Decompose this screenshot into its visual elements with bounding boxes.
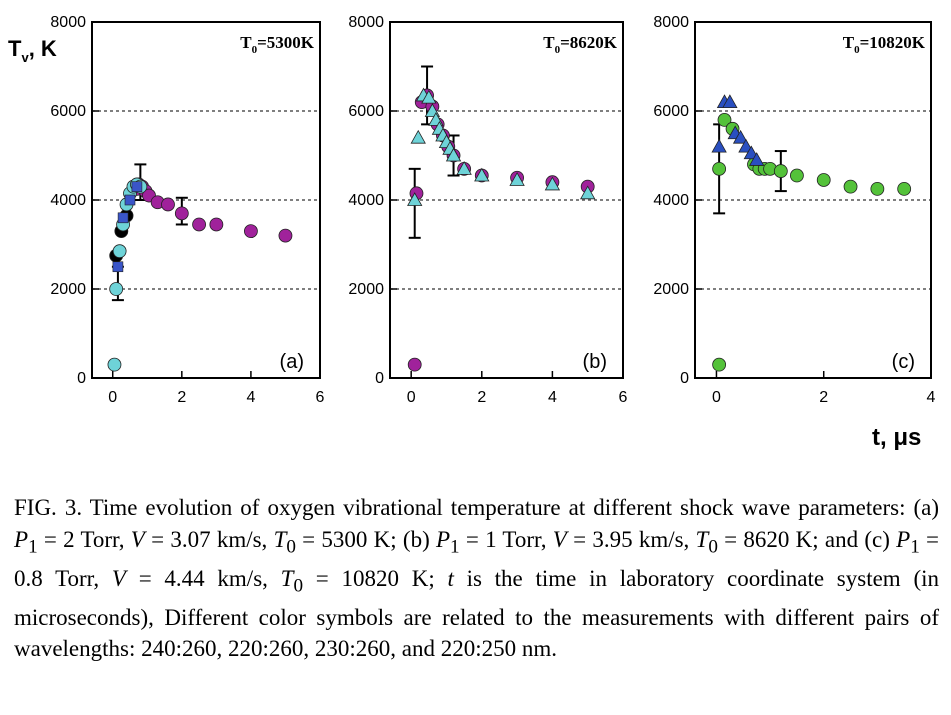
data-point — [474, 167, 490, 182]
figure: 0 2000 4000 6000 8000 0 2 4 6 T0=5300K (a) 0 2000 400… — [8, 14, 936, 451]
data-point — [209, 217, 224, 232]
data-point — [748, 152, 765, 166]
data-point — [407, 357, 422, 372]
data-point — [278, 228, 293, 243]
temperature-annotation: T0=8620K — [543, 33, 618, 56]
y-tick-label: 6000 — [50, 103, 86, 120]
data-point — [192, 217, 206, 232]
data-point — [244, 224, 258, 239]
x-tick-label: 2 — [477, 389, 486, 406]
data-point — [722, 94, 738, 108]
data-point — [161, 197, 175, 212]
x-tick-label: 2 — [177, 389, 186, 406]
x-tick-label: 4 — [246, 389, 255, 406]
y-tick-label: 2000 — [50, 281, 86, 298]
data-point — [712, 161, 727, 176]
x-tick-label: 6 — [316, 389, 325, 406]
data-point — [112, 261, 124, 273]
caption-fig-label: FIG. 3. — [14, 495, 83, 520]
panel-label: (c) — [892, 351, 915, 373]
y-tick-label: 8000 — [348, 14, 384, 31]
x-tick-label: 4 — [927, 389, 936, 406]
data-point — [843, 179, 858, 194]
data-point — [407, 192, 423, 206]
panel-1: 0 2000 4000 6000 8000 0 2 4 6 T0=5300K (a) — [50, 14, 324, 406]
data-point — [421, 89, 437, 104]
y-tick-label: 6000 — [653, 103, 689, 120]
y-tick-label: 6000 — [348, 103, 384, 120]
panel-label: (a) — [280, 351, 304, 373]
figure-caption: FIG. 3. Time evolution of oxygen vibrati… — [14, 495, 940, 662]
x-tick-label: 0 — [108, 389, 117, 406]
data-point — [456, 161, 472, 175]
data-point — [773, 164, 788, 178]
y-axis-label: Tv, K — [8, 36, 57, 65]
y-tick-label: 4000 — [348, 192, 384, 209]
temperature-annotation: T0=10820K — [843, 33, 926, 56]
data-point — [580, 185, 596, 200]
x-tick-label: 4 — [548, 389, 557, 406]
data-point — [109, 282, 124, 296]
data-point — [712, 357, 727, 372]
data-point — [131, 181, 143, 192]
y-tick-label: 0 — [77, 370, 86, 387]
data-point — [711, 138, 727, 153]
y-tick-label: 4000 — [653, 192, 689, 209]
x-tick-label: 0 — [407, 389, 416, 406]
x-tick-label: 0 — [712, 389, 721, 406]
data-point — [117, 212, 129, 224]
panel-2: 0 2000 4000 6000 8000 0 2 4 6 T0=8620K (b) — [348, 14, 627, 406]
y-tick-label: 8000 — [653, 14, 689, 31]
data-point — [816, 173, 831, 187]
data-point — [410, 129, 426, 144]
y-tick-label: 2000 — [653, 281, 689, 298]
temperature-annotation: T0=5300K — [240, 33, 315, 56]
data-point — [445, 147, 462, 162]
panel-3: 0 2000 4000 6000 8000 0 2 4 T0=10820K (c) — [653, 14, 935, 406]
x-axis-label: t, μs — [872, 424, 921, 451]
y-tick-label: 0 — [375, 370, 384, 387]
x-tick-label: 6 — [619, 389, 628, 406]
data-point — [897, 181, 912, 196]
data-point — [124, 194, 136, 206]
data-point — [732, 129, 749, 144]
panel-label: (b) — [583, 351, 607, 373]
data-point — [174, 206, 189, 221]
y-tick-label: 4000 — [50, 192, 86, 209]
data-point — [870, 181, 885, 196]
data-point — [790, 168, 804, 183]
data-point — [544, 176, 561, 191]
data-point — [509, 172, 525, 186]
data-point — [717, 113, 732, 127]
data-point — [107, 357, 122, 372]
data-point — [112, 244, 127, 259]
y-tick-label: 2000 — [348, 281, 384, 298]
x-tick-label: 2 — [819, 389, 828, 406]
y-tick-label: 0 — [680, 370, 689, 387]
y-tick-label: 8000 — [50, 14, 86, 31]
